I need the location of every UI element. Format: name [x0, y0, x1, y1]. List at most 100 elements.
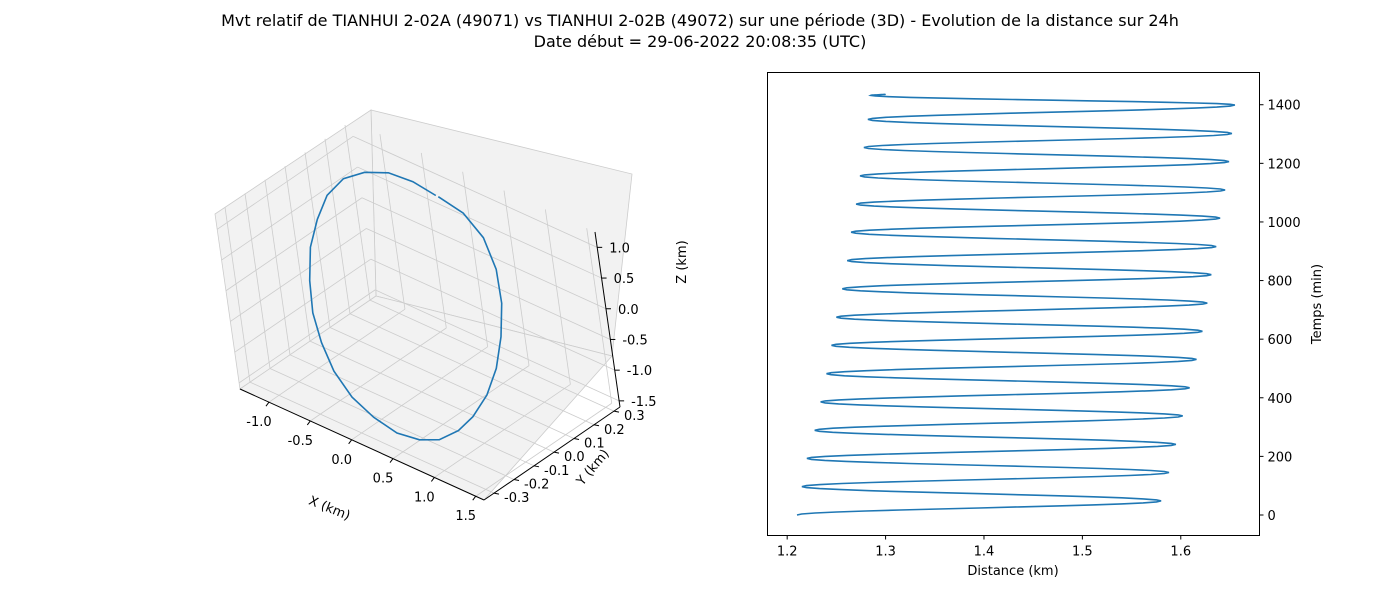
- grid-x-floor: [392, 365, 530, 459]
- chart-3d-trajectory: -1.0-0.50.00.51.01.5-0.3-0.2-0.10.00.10.…: [214, 109, 690, 524]
- x-tick-label: 1.5: [455, 509, 476, 524]
- grid-y-side: [244, 193, 271, 369]
- grid-x-back: [544, 209, 571, 385]
- x-tick-label-distance: 1.4: [974, 545, 995, 560]
- y-tick-mark: [613, 410, 620, 413]
- x-tick-mark: [348, 439, 353, 445]
- grid-z-back: [357, 166, 602, 279]
- y-tick-label-time: 600: [1268, 333, 1293, 348]
- grid-z-side: [216, 136, 354, 230]
- y-tick-label: 0.3: [624, 409, 645, 424]
- grid-z-back: [370, 258, 615, 371]
- y-axis-label-time: Temps (min): [1310, 264, 1325, 345]
- axes-3d: [239, 231, 625, 501]
- tick-labels-3d: -1.0-0.50.00.51.01.5-0.3-0.2-0.10.00.10.…: [246, 241, 656, 524]
- grid-y-floor: [369, 299, 615, 412]
- y-tick-label-time: 800: [1268, 275, 1293, 290]
- x-tick-label: -1.0: [246, 415, 271, 430]
- grid-z-back: [366, 228, 611, 340]
- grid-x-back: [379, 134, 406, 310]
- x-tick-label-distance: 1.5: [1072, 545, 1093, 560]
- z-tick-label: 0.0: [618, 303, 639, 318]
- y-tick-label-time: 1400: [1268, 99, 1301, 114]
- x-tick-label-distance: 1.6: [1170, 545, 1191, 560]
- x-tick-mark: [430, 477, 435, 482]
- grid-x-floor: [310, 327, 447, 422]
- z-tick-label: -0.5: [622, 333, 647, 348]
- grid-y-side: [324, 138, 351, 314]
- grid-z-side: [221, 166, 358, 261]
- y-tick-label: 0.2: [604, 423, 625, 438]
- grid-3d: [216, 125, 620, 497]
- x-tick-mark: [306, 420, 311, 426]
- z-tick-label: -1.5: [631, 395, 656, 410]
- y-tick-label: -0.2: [524, 477, 549, 492]
- grid-y-floor: [289, 354, 535, 467]
- y-tick-mark: [573, 437, 580, 440]
- distance-line: [796, 93, 1236, 516]
- figure-title-line1: Mvt relatif de TIANHUI 2-02A (49071) vs …: [221, 11, 1179, 30]
- grid-z-back: [361, 197, 607, 310]
- x-tick-label: 0.0: [331, 453, 352, 468]
- y-tick-mark: [513, 478, 520, 481]
- grid-y-side: [344, 125, 371, 301]
- z-axis-label: Z (km): [675, 240, 690, 283]
- y-tick-label-time: 200: [1268, 450, 1293, 465]
- grid-y-floor: [329, 327, 575, 439]
- x-tick-label: -0.5: [288, 434, 313, 449]
- x-tick-label-distance: 1.2: [777, 545, 798, 560]
- grid-x-back: [586, 228, 613, 404]
- chart-distance-time: 1.2 1.3 1.4 1.5 1.6 0 200 400 600 800 1000 1200 1400…: [767, 72, 1325, 579]
- x-tick-label: 1.0: [414, 490, 435, 505]
- grid-y-side: [304, 152, 331, 328]
- grid-x-floor: [475, 402, 612, 497]
- x-axis-label-distance: Distance (km): [967, 564, 1058, 579]
- grid-y-side: [264, 179, 291, 355]
- y-tick-label-time: 400: [1268, 392, 1293, 407]
- figure-title-line2: Date début = 29-06-2022 20:08:35 (UTC): [534, 32, 867, 51]
- x-tick-mark: [265, 401, 270, 407]
- grid-x-back: [462, 171, 489, 347]
- y-tick-label-time: 1200: [1268, 157, 1301, 172]
- x-tick-label-distance: 1.3: [875, 545, 896, 560]
- grid-z-side: [230, 228, 367, 322]
- y-tick-label-time: 1000: [1268, 216, 1301, 231]
- grid-x-floor: [268, 308, 406, 403]
- grid-z-side: [225, 197, 363, 292]
- grid-z-back: [353, 135, 598, 248]
- y-tick-label-time: 0: [1268, 509, 1276, 524]
- tick-marks-2d: 1.2 1.3 1.4 1.5 1.6 0 200 400 600 800 1000 1200 1400: [777, 99, 1301, 560]
- y-tick-label: 0.0: [564, 450, 585, 465]
- y-tick-mark: [593, 424, 600, 427]
- x-tick-label: 0.5: [373, 472, 394, 487]
- x-axis-label: X (km): [306, 494, 352, 524]
- grid-z-back: [374, 289, 620, 402]
- x-tick-mark: [472, 495, 477, 501]
- y-tick-mark: [553, 451, 560, 454]
- x-tick-mark: [389, 458, 394, 463]
- y-tick-mark: [493, 492, 500, 495]
- grid-z-side: [234, 258, 371, 353]
- grid-z-side: [238, 289, 376, 384]
- y-tick-label: 0.1: [584, 436, 605, 451]
- grid-x-back: [420, 152, 447, 329]
- y-axis-line: [483, 406, 621, 501]
- x-axis-line: [239, 388, 485, 501]
- grid-y-side: [224, 207, 251, 383]
- grid-x-floor: [434, 384, 571, 478]
- grid-y-floor: [269, 368, 515, 480]
- grid-y-floor: [249, 381, 495, 494]
- y-tick-label: -0.3: [504, 491, 529, 506]
- y-tick-mark: [533, 465, 540, 468]
- z-tick-label: 0.5: [614, 272, 635, 287]
- grid-y-floor: [309, 340, 555, 453]
- grid-x-back: [503, 190, 530, 366]
- grid-y-side: [284, 166, 311, 342]
- z-axis-line: [594, 231, 621, 408]
- grid-y-floor: [349, 313, 595, 426]
- grid-x-floor: [351, 346, 488, 441]
- y-tick-label: -0.1: [544, 464, 569, 479]
- plot-frame: [767, 72, 1260, 536]
- trajectory-line: [308, 171, 503, 441]
